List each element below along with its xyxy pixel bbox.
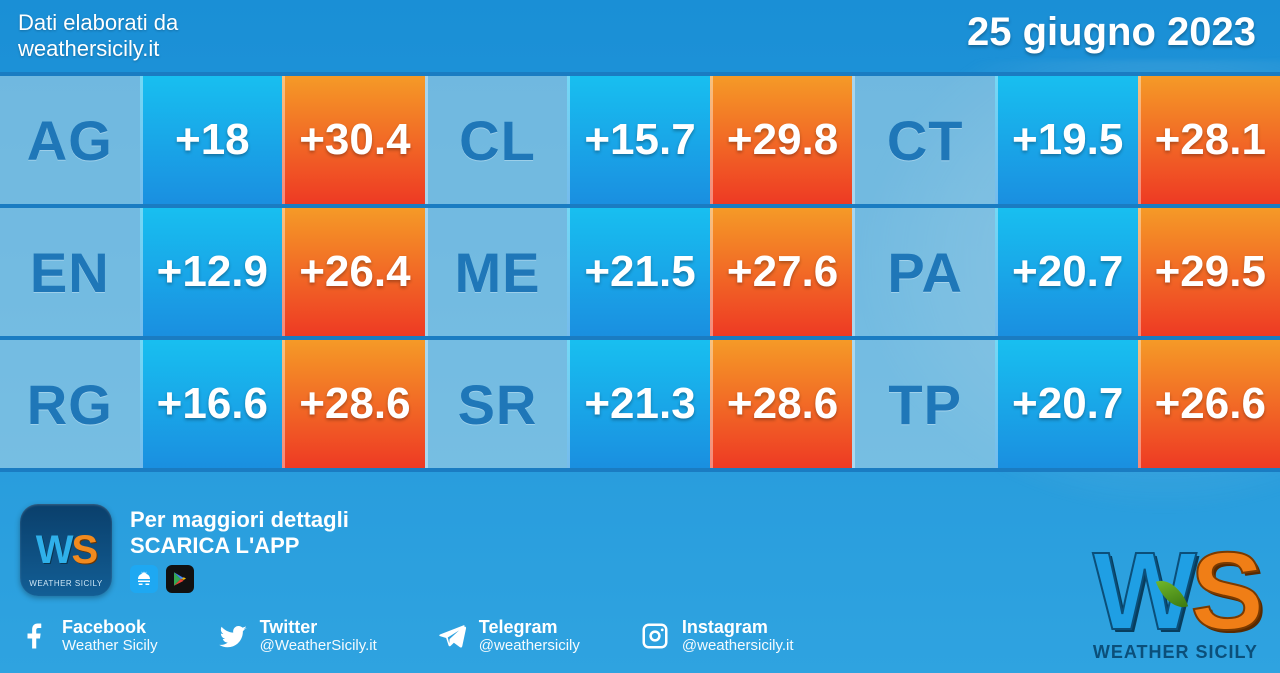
- social-telegram: Telegram@weathersicily: [437, 618, 580, 654]
- social-name: Instagram: [682, 618, 794, 638]
- temp-min: +21.5: [567, 208, 710, 336]
- ws-app-icon: WS WEATHER SICILY: [20, 504, 112, 596]
- footer: WS WEATHER SICILY Per maggiori dettagli …: [0, 488, 1280, 673]
- temp-min: +20.7: [995, 208, 1138, 336]
- ws-sub-large: WEATHER SICILY: [1093, 642, 1258, 663]
- temp-max: +26.6: [1138, 340, 1280, 468]
- temp-max: +30.4: [282, 76, 425, 204]
- ws-logo-large: WS WEATHER SICILY: [1093, 545, 1258, 664]
- social-text: FacebookWeather Sicily: [62, 618, 158, 654]
- province-code: CL: [425, 76, 568, 204]
- province-code: RG: [0, 340, 140, 468]
- app-cta-line1: Per maggiori dettagli: [130, 507, 349, 533]
- temp-max: +28.6: [282, 340, 425, 468]
- social-text: Twitter@WeatherSicily.it: [260, 618, 377, 654]
- social-twitter: Twitter@WeatherSicily.it: [218, 618, 377, 654]
- temp-max: +28.1: [1138, 76, 1280, 204]
- province-code: EN: [0, 208, 140, 336]
- app-promo: WS WEATHER SICILY Per maggiori dettagli …: [20, 504, 1260, 596]
- temp-max: +27.6: [710, 208, 853, 336]
- ws-sub-small: WEATHER SICILY: [29, 579, 102, 588]
- social-row: FacebookWeather Sicily Twitter@WeatherSic…: [20, 618, 1260, 654]
- table-row: RG+16.6+28.6SR+21.3+28.6TP+20.7+26.6: [0, 336, 1280, 472]
- temp-min: +16.6: [140, 340, 283, 468]
- ws-mark-small: WS: [36, 528, 96, 573]
- telegram-icon: [437, 621, 467, 651]
- table-row: EN+12.9+26.4ME+21.5+27.6PA+20.7+29.5: [0, 204, 1280, 340]
- social-name: Facebook: [62, 618, 158, 638]
- social-name: Twitter: [260, 618, 377, 638]
- temp-min: +20.7: [995, 340, 1138, 468]
- province-code: SR: [425, 340, 568, 468]
- temp-max: +28.6: [710, 340, 853, 468]
- social-name: Telegram: [479, 618, 580, 638]
- facebook-icon: [20, 621, 50, 651]
- playstore-icon: [166, 565, 194, 593]
- temp-max: +26.4: [282, 208, 425, 336]
- social-handle: @weathersicily.it: [682, 638, 794, 655]
- province-code: ME: [425, 208, 568, 336]
- temperature-grid: AG+18+30.4CL+15.7+29.8CT+19.5+28.1EN+12.…: [0, 72, 1280, 468]
- header: Dati elaborati da weathersicily.it 25 gi…: [0, 0, 1280, 72]
- temp-max: +29.5: [1138, 208, 1280, 336]
- appstore-icon: [130, 565, 158, 593]
- social-handle: Weather Sicily: [62, 638, 158, 655]
- twitter-icon: [218, 621, 248, 651]
- social-handle: @WeatherSicily.it: [260, 638, 377, 655]
- attribution: Dati elaborati da weathersicily.it: [18, 10, 178, 63]
- social-handle: @weathersicily: [479, 638, 580, 655]
- social-facebook: FacebookWeather Sicily: [20, 618, 158, 654]
- date: 25 giugno 2023: [967, 10, 1256, 55]
- temp-min: +21.3: [567, 340, 710, 468]
- app-cta-line2: SCARICA L'APP: [130, 533, 349, 559]
- social-instagram: Instagram@weathersicily.it: [640, 618, 794, 654]
- temp-min: +19.5: [995, 76, 1138, 204]
- store-icons: [130, 565, 349, 593]
- province-code: TP: [852, 340, 995, 468]
- table-row: AG+18+30.4CL+15.7+29.8CT+19.5+28.1: [0, 72, 1280, 208]
- temp-min: +18: [140, 76, 283, 204]
- province-code: CT: [852, 76, 995, 204]
- app-cta-text: Per maggiori dettagli SCARICA L'APP: [130, 507, 349, 593]
- temp-min: +12.9: [140, 208, 283, 336]
- temp-min: +15.7: [567, 76, 710, 204]
- social-text: Telegram@weathersicily: [479, 618, 580, 654]
- instagram-icon: [640, 621, 670, 651]
- province-code: AG: [0, 76, 140, 204]
- attribution-line2: weathersicily.it: [18, 36, 178, 62]
- province-code: PA: [852, 208, 995, 336]
- attribution-line1: Dati elaborati da: [18, 10, 178, 36]
- social-text: Instagram@weathersicily.it: [682, 618, 794, 654]
- temp-max: +29.8: [710, 76, 853, 204]
